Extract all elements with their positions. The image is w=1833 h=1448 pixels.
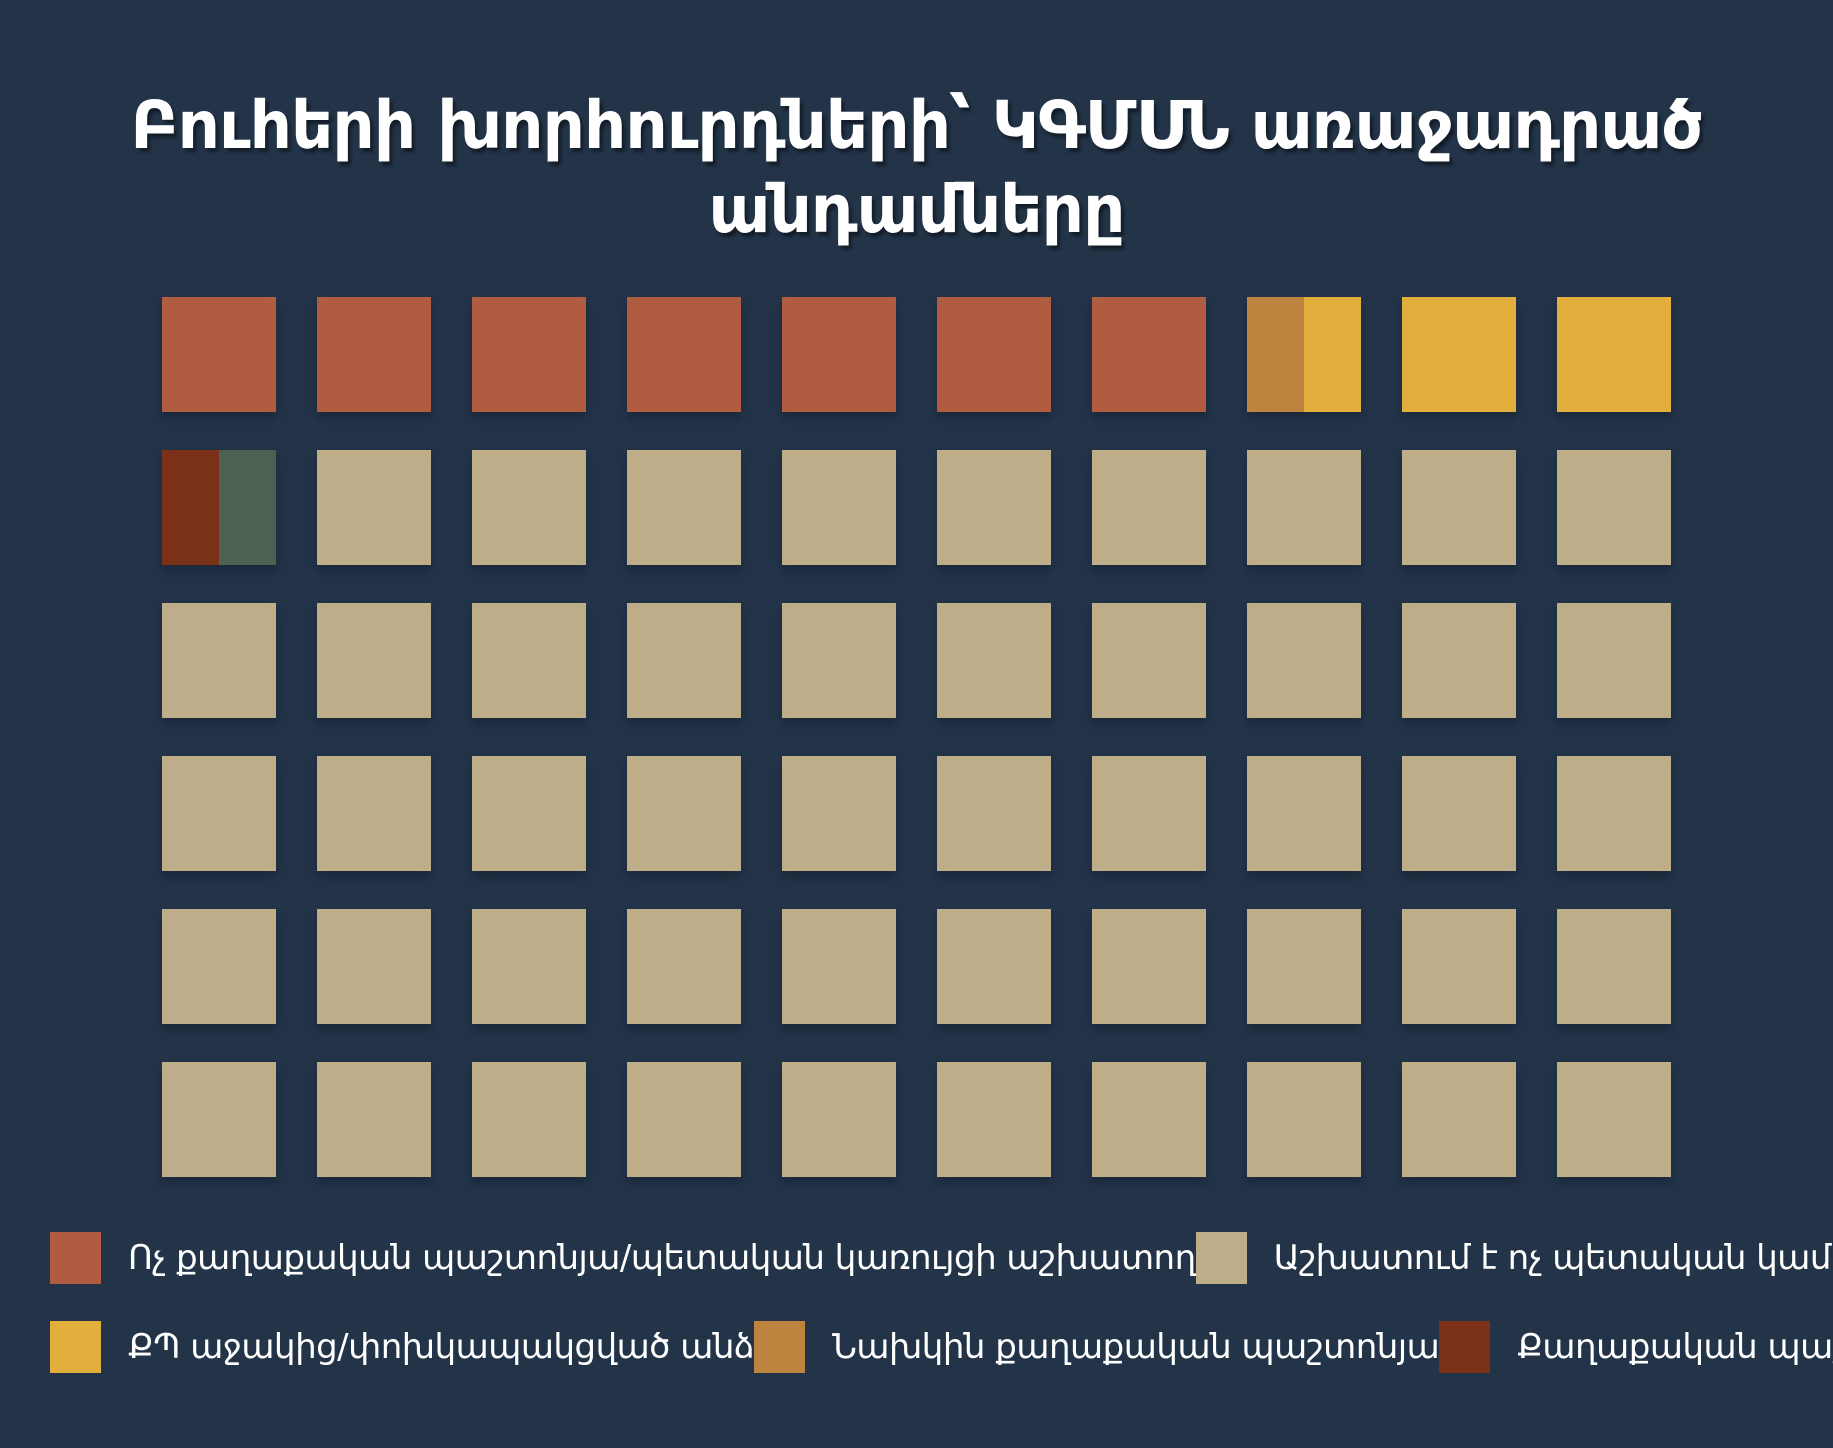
waffle-cell <box>782 1062 896 1177</box>
waffle-cell <box>1247 297 1361 412</box>
waffle-cell <box>1557 909 1671 1024</box>
waffle-cell <box>782 450 896 565</box>
waffle-cell <box>1092 297 1206 412</box>
legend-label-cp-supporter: ՔՊ աջակից/փոխկապակցված անձ <box>128 1326 755 1367</box>
legend-row-2: ՔՊ աջակից/փոխկապակցված անձ Նախկին քաղաքա… <box>50 1320 1833 1373</box>
waffle-cell <box>1092 603 1206 718</box>
waffle-cell <box>627 1062 741 1177</box>
legend-swatch-non-political-official <box>50 1232 101 1284</box>
legend-row-1: Ոչ քաղաքական պաշտոնյա/պետական կառույցի ա… <box>50 1232 1833 1284</box>
waffle-cell <box>1247 1062 1361 1177</box>
legend-item-cp-supporter: ՔՊ աջակից/փոխկապակցված անձ <box>50 1320 755 1373</box>
waffle-cell <box>317 297 431 412</box>
waffle-cell <box>1557 603 1671 718</box>
chart-title-line1: Բուհերի խորհուրդների՝ ԿԳՄՍՆ առաջադրած <box>130 87 1704 164</box>
chart-title-line2: անդամները <box>708 171 1126 249</box>
waffle-cell <box>1402 909 1516 1024</box>
waffle-cell <box>1092 756 1206 871</box>
legend-label-political-official: Քաղաքական պաշտոնյա <box>1517 1326 1833 1367</box>
waffle-cell <box>782 909 896 1024</box>
legend-item-former-political-official: Նախկին քաղաքական պաշտոնյա <box>754 1320 1440 1373</box>
waffle-cell <box>317 1062 431 1177</box>
waffle-cell <box>1557 450 1671 565</box>
legend-swatch-political-official <box>1439 1320 1491 1373</box>
waffle-cell <box>1247 603 1361 718</box>
legend-swatch-cp-supporter <box>50 1320 101 1373</box>
legend-swatch-former-political-official <box>754 1320 806 1373</box>
waffle-cell <box>317 603 431 718</box>
waffle-cell <box>1247 450 1361 565</box>
chart-title: Բուհերի խորհուրդների՝ ԿԳՄՍՆ առաջադրած ան… <box>0 84 1833 253</box>
waffle-cell <box>937 756 1051 871</box>
waffle-cell <box>472 909 586 1024</box>
waffle-cell <box>472 450 586 565</box>
waffle-cell <box>1247 909 1361 1024</box>
waffle-cell <box>782 603 896 718</box>
legend-label-works-non-state: Աշխատում է ոչ պետական կամ պետական այլ կա… <box>1273 1238 1833 1278</box>
waffle-cell <box>627 603 741 718</box>
waffle-cell <box>472 1062 586 1177</box>
waffle-cell <box>937 450 1051 565</box>
waffle-cell <box>162 297 276 412</box>
waffle-cell <box>1092 1062 1206 1177</box>
waffle-cell <box>1402 297 1516 412</box>
legend-swatch-works-non-state <box>1195 1232 1247 1284</box>
legend-label-non-political-official: Ոչ քաղաքական պաշտոնյա/պետական կառույցի ա… <box>128 1238 1196 1278</box>
waffle-cell <box>782 297 896 412</box>
waffle-cell <box>1092 909 1206 1024</box>
waffle-cell <box>317 909 431 1024</box>
waffle-cell <box>937 603 1051 718</box>
waffle-cell <box>1557 1062 1671 1177</box>
legend-item-political-official: Քաղաքական պաշտոնյա <box>1439 1320 1833 1373</box>
legend-item-works-non-state: Աշխատում է ոչ պետական կամ պետական այլ կա… <box>1195 1232 1833 1284</box>
waffle-cell <box>472 297 586 412</box>
waffle-cell <box>162 909 276 1024</box>
waffle-cell <box>937 1062 1051 1177</box>
waffle-cell <box>317 450 431 565</box>
waffle-cell <box>1402 603 1516 718</box>
waffle-cell <box>472 603 586 718</box>
waffle-cell <box>937 909 1051 1024</box>
waffle-cell <box>627 909 741 1024</box>
waffle-cell <box>317 756 431 871</box>
waffle-cell <box>782 756 896 871</box>
waffle-cell <box>1557 756 1671 871</box>
waffle-cell <box>472 756 586 871</box>
waffle-cell <box>1402 756 1516 871</box>
legend-item-non-political-official: Ոչ քաղաքական պաշտոնյա/պետական կառույցի ա… <box>50 1232 1196 1284</box>
waffle-cell <box>1092 450 1206 565</box>
waffle-cell <box>162 1062 276 1177</box>
waffle-cell <box>937 297 1051 412</box>
waffle-grid <box>162 297 1671 1177</box>
waffle-cell <box>162 603 276 718</box>
waffle-cell <box>1402 1062 1516 1177</box>
waffle-cell <box>627 297 741 412</box>
waffle-cell <box>162 756 276 871</box>
waffle-cell <box>627 450 741 565</box>
waffle-cell <box>1247 756 1361 871</box>
waffle-cell <box>1557 297 1671 412</box>
waffle-cell <box>627 756 741 871</box>
waffle-cell <box>162 450 276 565</box>
waffle-cell <box>1402 450 1516 565</box>
legend-label-former-political-official: Նախկին քաղաքական պաշտոնյա <box>832 1326 1440 1367</box>
